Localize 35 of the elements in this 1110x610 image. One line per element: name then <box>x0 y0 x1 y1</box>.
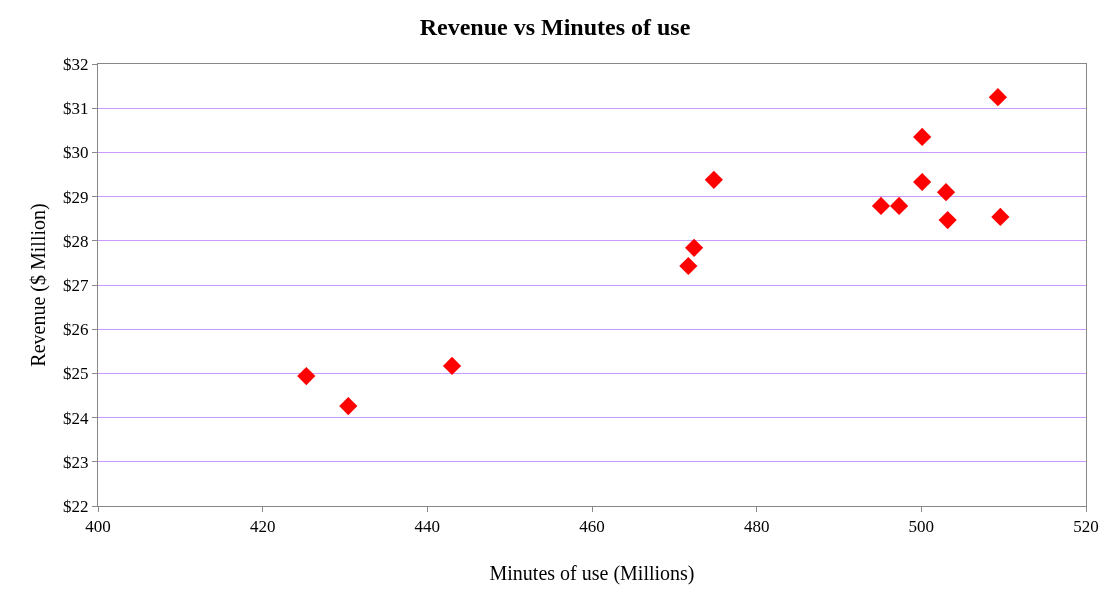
y-tick-label: $25 <box>63 364 89 384</box>
y-tick-label: $31 <box>63 99 89 119</box>
x-tick-label: 520 <box>1073 517 1099 537</box>
x-tick-label: 440 <box>414 517 441 537</box>
x-tick-label: 500 <box>908 517 935 537</box>
y-tick-label: $24 <box>63 408 90 428</box>
point <box>679 256 698 276</box>
point <box>684 238 704 257</box>
y-tick-label: $32 <box>63 54 89 74</box>
y-tick-label: $22 <box>63 496 89 516</box>
y-tick-label: $29 <box>63 187 89 207</box>
point <box>991 207 1010 227</box>
y-tick-label: $26 <box>63 320 89 340</box>
point <box>297 366 316 386</box>
y-tick-label: $30 <box>63 143 89 163</box>
point <box>938 210 957 230</box>
x-tick-label: 480 <box>743 517 770 537</box>
x-tick-label: 400 <box>85 517 111 537</box>
chart-title: Revenue vs Minutes of use <box>419 14 691 41</box>
x-tick-label: 420 <box>249 517 276 537</box>
y-axis-title: Revenue ($ Million) <box>26 203 50 367</box>
x-axis-title: Minutes of use (Millions) <box>489 561 695 585</box>
point <box>890 196 909 215</box>
y-tick-label: $27 <box>63 275 90 295</box>
point <box>871 196 891 215</box>
y-tick-label: $23 <box>63 452 89 472</box>
point <box>339 397 358 416</box>
point <box>988 88 1007 107</box>
point <box>704 170 723 189</box>
point <box>913 127 932 147</box>
point <box>936 183 956 202</box>
point <box>913 172 932 192</box>
y-tick-label: $28 <box>63 231 89 251</box>
point <box>442 356 462 375</box>
x-tick-label: 460 <box>579 517 605 537</box>
